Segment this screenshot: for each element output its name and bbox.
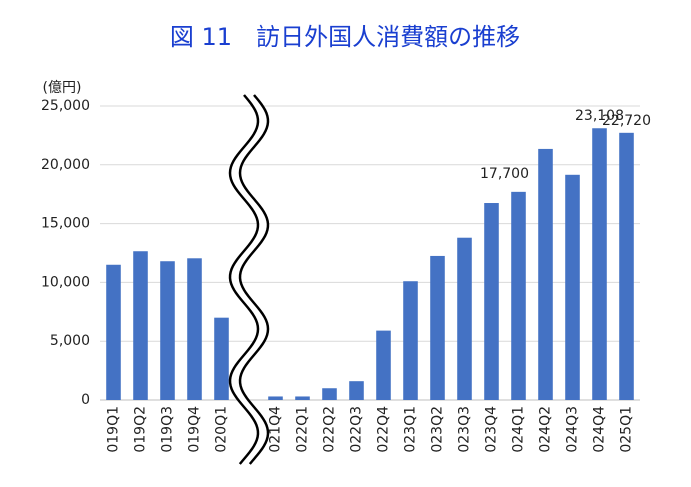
bar (160, 261, 175, 400)
y-axis-unit: (億円) (43, 80, 82, 96)
x-tick-label: 019Q1 (106, 406, 122, 453)
chart-title: 図 11 訪日外国人消費額の推移 (170, 23, 520, 51)
x-tick-label: 024Q3 (565, 406, 581, 453)
x-tick-label: 023Q4 (484, 406, 500, 453)
bar (457, 237, 472, 400)
bar (619, 132, 634, 400)
x-tick-label: 023Q2 (430, 406, 446, 453)
break-line (238, 94, 270, 465)
x-tick-label: 022Q4 (376, 406, 392, 453)
x-tick-label: 024Q4 (592, 406, 608, 453)
y-tick-label: 5,000 (50, 333, 90, 349)
bar (322, 388, 337, 400)
bar (565, 174, 580, 400)
bar (430, 255, 445, 400)
data-label: 17,700 (480, 166, 529, 182)
bar (133, 251, 148, 400)
bar (187, 258, 202, 400)
bar (295, 396, 310, 400)
x-tick-label: 025Q1 (619, 406, 635, 453)
y-tick-label: 10,000 (41, 274, 90, 290)
x-tick-label: 019Q3 (160, 406, 176, 453)
bar (403, 281, 418, 400)
bar (268, 396, 283, 400)
y-tick-label: 20,000 (41, 157, 90, 173)
data-label: 22,720 (602, 113, 651, 129)
x-tick-label: 019Q4 (187, 406, 203, 453)
x-tick-label: 023Q1 (403, 406, 419, 453)
bar (376, 330, 391, 400)
y-tick-label: 25,000 (41, 98, 90, 114)
bar (511, 191, 526, 400)
bar (592, 128, 607, 400)
x-tick-label: 021Q4 (268, 406, 284, 453)
break-line (228, 94, 260, 465)
x-tick-label: 022Q3 (349, 406, 365, 453)
y-tick-label: 15,000 (41, 216, 90, 232)
bar (349, 381, 364, 400)
plot-area: 0 5,000 10,000 15,000 20,000 25,000 019Q1 019Q2… (41, 98, 651, 453)
bar (538, 148, 553, 400)
y-tick-label: 0 (81, 392, 90, 408)
x-tick-label: 022Q2 (322, 406, 338, 453)
x-tick-label: 024Q2 (538, 406, 554, 453)
x-tick-label: 020Q1 (214, 406, 230, 453)
axis-break (228, 94, 270, 465)
bar (214, 317, 229, 400)
bar (106, 264, 121, 400)
x-tick-label: 024Q1 (511, 406, 527, 453)
x-tick-label: 023Q3 (457, 406, 473, 453)
x-tick-label: 022Q1 (295, 406, 311, 453)
x-tick-label: 019Q2 (133, 406, 149, 453)
data-label: 23,108 (575, 108, 624, 124)
bar (484, 203, 499, 400)
break-fill (230, 95, 268, 464)
